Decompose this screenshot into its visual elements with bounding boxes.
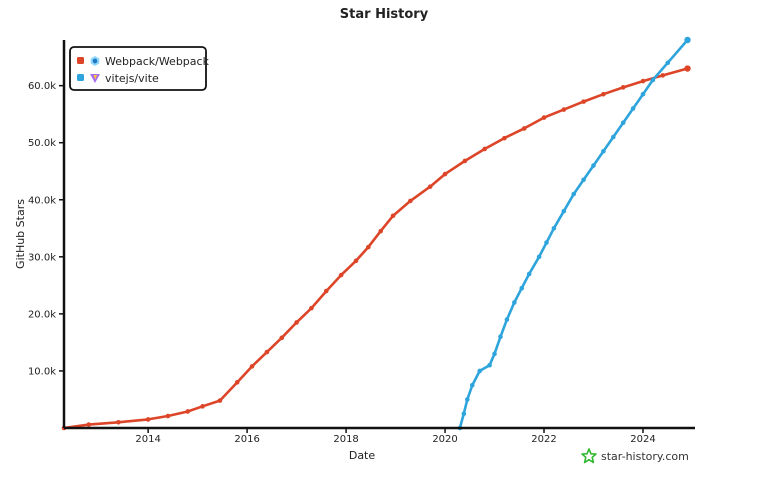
legend-swatch-webpack — [77, 57, 84, 64]
data-point-webpack[interactable] — [279, 335, 285, 341]
data-point-vite[interactable] — [465, 397, 470, 402]
x-tick-label: 2024 — [630, 434, 655, 445]
data-point-webpack[interactable] — [323, 288, 329, 294]
y-tick-label: 20.0k — [28, 309, 56, 320]
data-point-webpack[interactable] — [442, 171, 448, 177]
data-point-vite[interactable] — [640, 91, 646, 97]
legend-box — [69, 46, 207, 91]
x-tick-label: 2016 — [234, 434, 259, 445]
plot-area — [61, 36, 691, 431]
legend-label-vite: vitejs/vite — [105, 72, 159, 85]
data-point-webpack[interactable] — [541, 115, 547, 120]
data-point-webpack[interactable] — [390, 213, 396, 219]
data-point-vite[interactable] — [487, 362, 492, 368]
data-point-webpack[interactable] — [116, 419, 121, 425]
data-point-vite[interactable] — [591, 163, 596, 168]
data-point-webpack[interactable] — [145, 417, 151, 422]
webpack-logo-icon — [90, 56, 100, 66]
legend-item-vite[interactable]: vitejs/vite — [77, 72, 159, 85]
x-tick-label: 2022 — [531, 434, 556, 445]
data-point-webpack[interactable] — [620, 85, 626, 90]
data-point-webpack[interactable] — [684, 65, 691, 72]
data-point-webpack[interactable] — [482, 146, 487, 152]
data-point-webpack[interactable] — [581, 99, 586, 104]
data-point-vite[interactable] — [469, 382, 475, 388]
data-point-webpack[interactable] — [264, 349, 270, 355]
data-point-vite[interactable] — [551, 225, 557, 231]
data-point-vite[interactable] — [544, 240, 549, 245]
series-vite — [457, 36, 691, 431]
data-point-webpack[interactable] — [249, 364, 255, 369]
legend-item-webpack[interactable]: Webpack/Webpack — [77, 55, 210, 68]
data-point-vite[interactable] — [571, 191, 577, 197]
series-line-vite — [458, 38, 689, 430]
data-point-webpack[interactable] — [502, 135, 507, 141]
data-point-vite[interactable] — [526, 271, 532, 277]
data-point-webpack[interactable] — [234, 380, 240, 385]
y-tick-label: 60.0k — [28, 81, 56, 92]
data-point-webpack[interactable] — [378, 228, 384, 234]
legend-label-webpack: Webpack/Webpack — [105, 55, 210, 68]
x-tick-label: 2020 — [432, 434, 457, 445]
data-point-webpack[interactable] — [408, 198, 413, 204]
x-tick-label: 2018 — [333, 434, 358, 445]
watermark-text: star-history.com — [601, 450, 689, 463]
data-point-webpack[interactable] — [185, 409, 191, 414]
data-point-vite[interactable] — [519, 285, 525, 291]
data-point-webpack[interactable] — [601, 91, 606, 97]
y-axis-label: GitHub Stars — [14, 199, 27, 269]
y-tick-label: 50.0k — [28, 138, 56, 149]
y-tick-label: 30.0k — [28, 252, 56, 263]
data-point-vite[interactable] — [561, 208, 567, 214]
data-point-webpack[interactable] — [217, 398, 223, 403]
data-point-webpack[interactable] — [561, 107, 567, 112]
data-point-webpack[interactable] — [660, 73, 666, 78]
x-axis-ticks: 2014 2016 2018 2020 2022 2024 — [135, 428, 656, 445]
data-point-webpack[interactable] — [640, 78, 646, 84]
data-point-vite[interactable] — [581, 177, 586, 183]
data-point-vite[interactable] — [665, 60, 671, 66]
data-point-webpack[interactable] — [462, 158, 468, 164]
data-point-vite[interactable] — [630, 106, 636, 111]
y-tick-label: 10.0k — [28, 366, 56, 377]
data-point-webpack[interactable] — [353, 258, 359, 264]
data-point-webpack[interactable] — [200, 404, 205, 409]
data-point-vite[interactable] — [477, 368, 482, 374]
star-history-watermark[interactable]: star-history.com — [581, 448, 689, 464]
data-point-vite[interactable] — [536, 254, 542, 260]
x-tick-label: 2014 — [135, 434, 160, 445]
data-point-vite[interactable] — [492, 351, 497, 357]
data-point-webpack[interactable] — [86, 422, 92, 427]
data-point-vite[interactable] — [504, 317, 510, 322]
data-point-webpack[interactable] — [366, 244, 371, 250]
data-point-webpack[interactable] — [427, 184, 433, 189]
data-point-webpack[interactable] — [521, 126, 527, 131]
data-point-webpack[interactable] — [165, 413, 171, 419]
data-point-vite[interactable] — [620, 120, 626, 126]
chart-title: Star History — [340, 7, 429, 22]
series-webpack — [61, 65, 691, 431]
vite-logo-icon — [90, 74, 100, 83]
data-point-vite[interactable] — [684, 36, 691, 44]
data-point-vite[interactable] — [650, 77, 656, 83]
y-tick-label: 40.0k — [28, 195, 56, 206]
data-point-vite[interactable] — [601, 148, 606, 154]
data-point-vite[interactable] — [498, 334, 503, 340]
x-axis-label: Date — [349, 449, 376, 462]
series-line-webpack — [62, 67, 689, 430]
legend: Webpack/Webpack vitejs/vite — [69, 46, 210, 91]
data-point-vite[interactable] — [610, 134, 616, 140]
data-point-webpack[interactable] — [294, 320, 299, 325]
data-point-vite[interactable] — [461, 411, 467, 417]
y-axis-ticks: 10.0k 20.0k 30.0k 40.0k 50.0k 60.0k — [28, 81, 64, 377]
legend-swatch-vite — [77, 74, 84, 81]
data-point-webpack[interactable] — [309, 305, 314, 311]
data-point-webpack[interactable] — [338, 272, 344, 278]
data-point-vite[interactable] — [512, 300, 517, 305]
star-outline-icon — [581, 448, 597, 464]
